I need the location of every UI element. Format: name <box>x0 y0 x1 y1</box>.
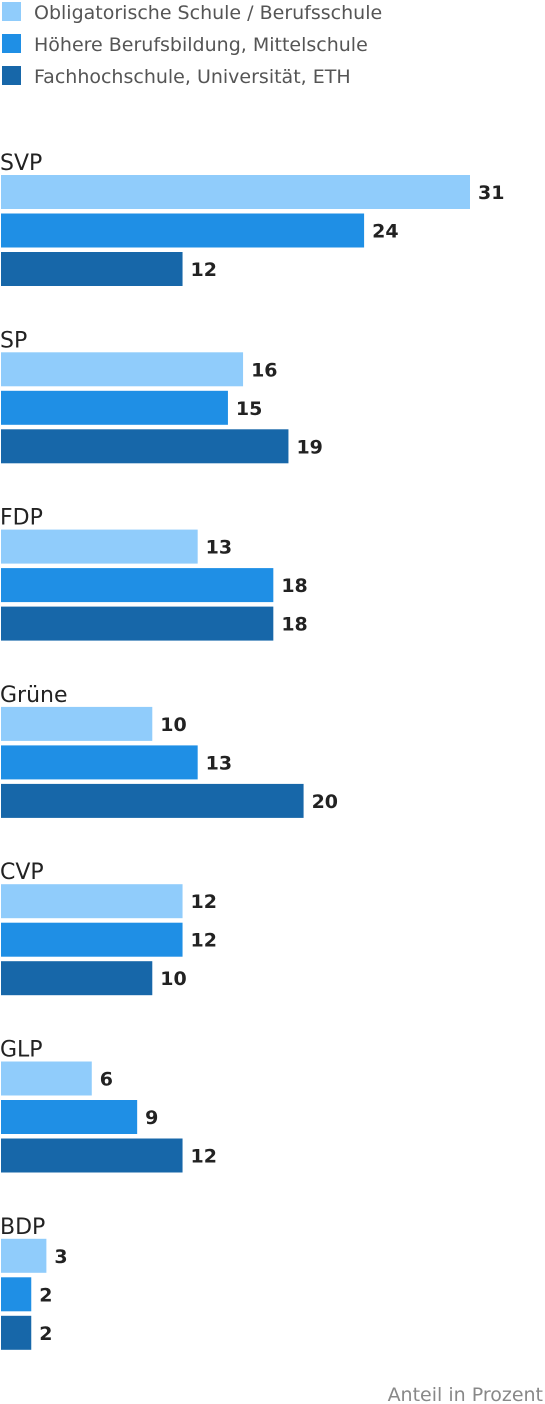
value-label: 3 <box>54 1246 67 1268</box>
value-label: 31 <box>478 182 504 204</box>
category-label: FDP <box>0 506 43 531</box>
bar <box>1 1061 92 1096</box>
legend-swatch <box>2 34 21 53</box>
bar-group: FDP 13 18 18 <box>0 506 308 641</box>
value-label: 6 <box>100 1069 113 1091</box>
bar <box>1 884 183 919</box>
legend-swatch <box>2 66 21 85</box>
category-label: BDP <box>0 1215 45 1240</box>
bar <box>1 1277 32 1312</box>
value-label: 15 <box>236 398 262 420</box>
value-label: 10 <box>160 968 186 990</box>
category-label: SVP <box>0 151 42 176</box>
bar <box>1 175 470 209</box>
value-label: 18 <box>281 614 307 636</box>
category-label: CVP <box>0 860 44 885</box>
bar-group: SP 16 15 19 <box>0 328 323 464</box>
bar <box>1 745 198 780</box>
value-label: 12 <box>191 259 217 281</box>
value-label: 18 <box>281 575 307 597</box>
value-label: 19 <box>296 436 322 458</box>
bar-group: GLP 6 9 12 <box>0 1038 217 1173</box>
bar <box>1 706 153 741</box>
bar <box>1 1238 47 1273</box>
bar <box>1 1315 32 1350</box>
value-label: 20 <box>312 791 338 813</box>
category-label: GLP <box>0 1038 43 1063</box>
bar-groups: SVP 31 24 12 SP 16 15 19 FDP 13 18 18 Grüne 10 13 20 CVP… <box>0 151 504 1350</box>
bar <box>1 429 289 464</box>
value-label: 12 <box>191 891 217 913</box>
bar-group: Grüne 10 13 20 <box>0 683 338 818</box>
bar <box>1 390 228 425</box>
value-label: 12 <box>191 1146 217 1168</box>
bar <box>1 213 365 248</box>
bar <box>1 783 304 818</box>
value-label: 10 <box>160 714 186 736</box>
bar <box>1 1138 183 1173</box>
value-label: 9 <box>145 1107 158 1129</box>
bar <box>1 529 198 564</box>
value-label: 13 <box>206 537 232 559</box>
bar <box>1 352 244 387</box>
value-label: 12 <box>191 930 217 952</box>
value-label: 13 <box>206 752 232 774</box>
category-label: Grüne <box>0 683 68 708</box>
bar <box>1 568 274 603</box>
category-label: SP <box>0 328 27 353</box>
value-label: 16 <box>251 359 277 381</box>
bar <box>1 606 274 641</box>
legend-label: Fachhochschule, Universität, ETH <box>34 66 351 88</box>
legend-label: Höhere Berufsbildung, Mittelschule <box>34 34 368 56</box>
bar <box>1 252 183 286</box>
value-label: 2 <box>39 1284 52 1306</box>
bar-group: SVP 31 24 12 <box>0 151 504 286</box>
value-label: 2 <box>39 1323 52 1345</box>
legend-label: Obligatorische Schule / Berufsschule <box>34 2 382 24</box>
bar <box>1 961 153 996</box>
legend: Obligatorische Schule / Berufsschule Höhe… <box>2 2 382 88</box>
legend-swatch <box>2 2 21 21</box>
bar <box>1 922 183 957</box>
bar <box>1 1100 138 1134</box>
value-label: 24 <box>372 221 398 243</box>
unit-note: Anteil in Prozent <box>388 1384 543 1404</box>
